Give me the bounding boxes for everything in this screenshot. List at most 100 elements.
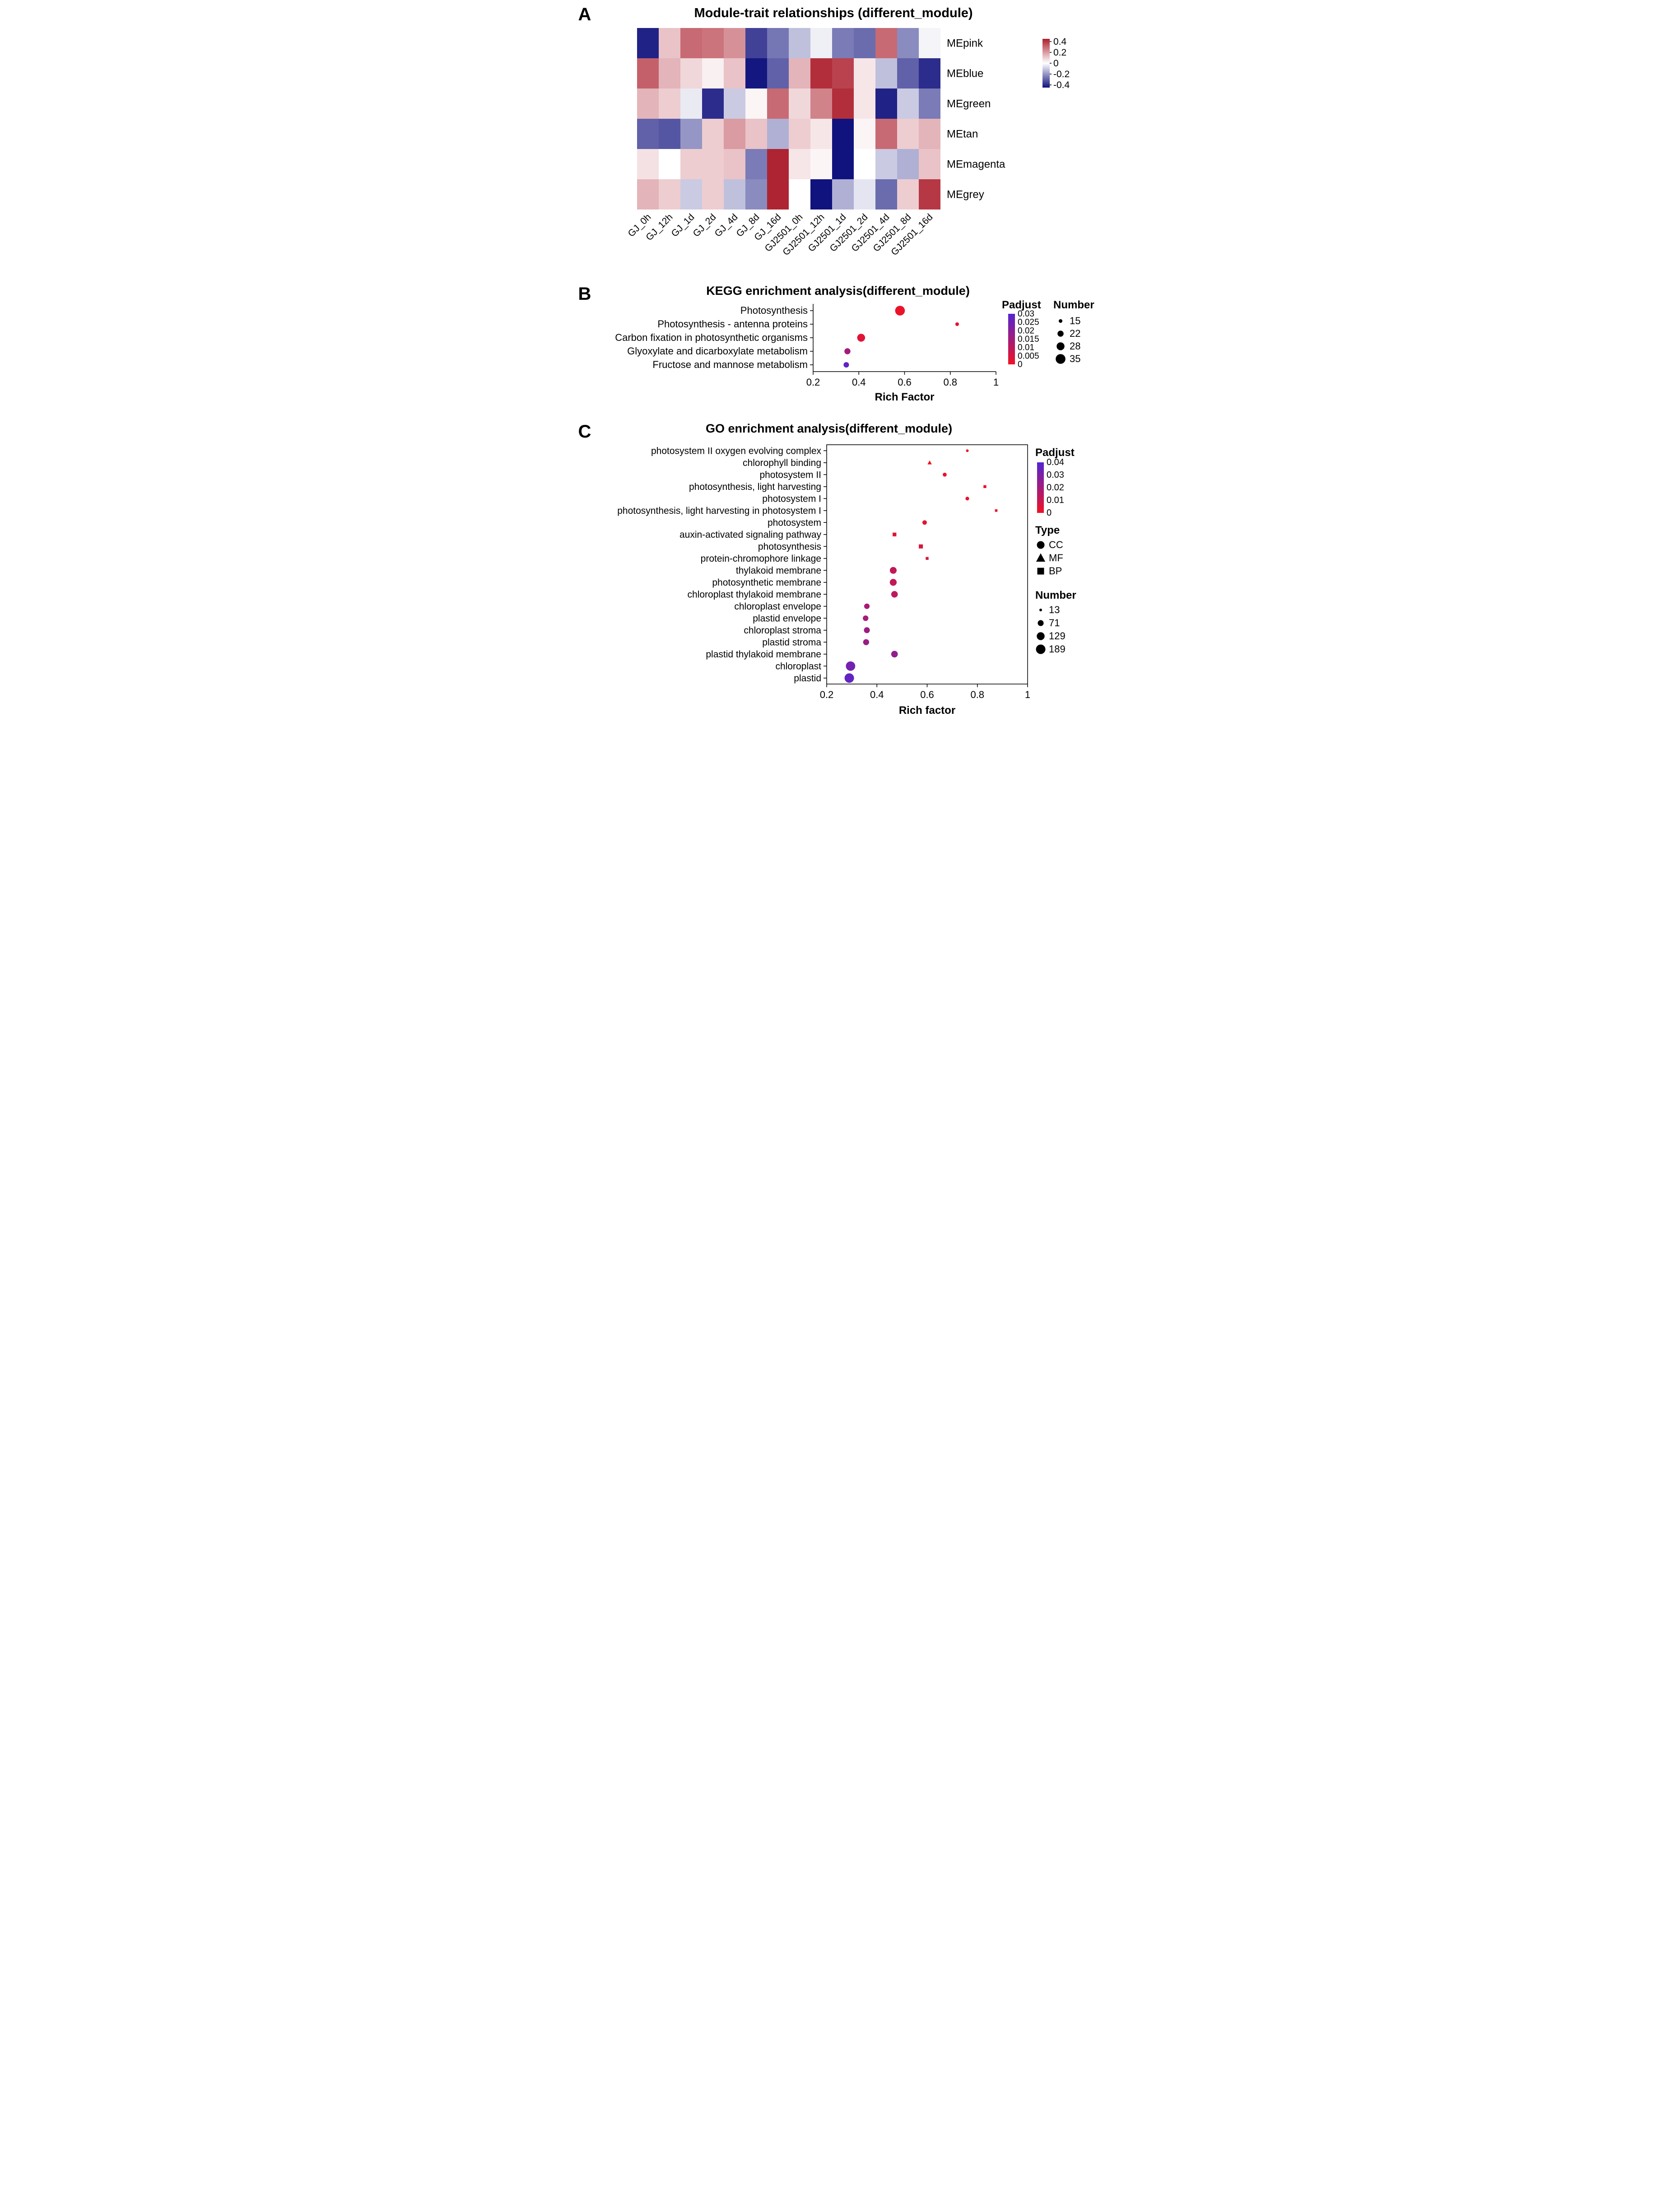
- padjust-colorbar: [1037, 462, 1044, 513]
- number-legend-label: 13: [1049, 604, 1060, 615]
- heatmap-cell: [658, 58, 680, 88]
- heatmap-cell: [745, 119, 767, 149]
- heatmap-cell: [723, 58, 745, 88]
- number-legend-label: 22: [1070, 328, 1080, 339]
- x-tick-label: 0.4: [852, 377, 866, 388]
- go-category-label: photosystem II oxygen evolving complex: [651, 446, 821, 456]
- panel-module-trait-heatmap: A Module-trait relationships (different_…: [569, 0, 1111, 282]
- x-axis-title: Rich Factor: [875, 391, 934, 403]
- heatmap-cell: [897, 119, 919, 149]
- figure: A Module-trait relationships (different_…: [569, 0, 1111, 722]
- go-point: [889, 579, 897, 586]
- heatmap-cell: [680, 58, 702, 88]
- colorbar-tick-label: 0.4: [1053, 37, 1067, 47]
- go-point: [889, 567, 897, 574]
- number-legend-label: 129: [1049, 630, 1066, 642]
- heatmap-cell: [897, 28, 919, 58]
- number-legend-title: Number: [1053, 299, 1094, 311]
- padjust-tick-label: 0.01: [1047, 495, 1064, 505]
- heatmap-cell: [810, 28, 832, 58]
- heatmap-cell: [875, 28, 897, 58]
- x-tick-label: 0.6: [920, 689, 934, 700]
- go-point: [863, 639, 869, 645]
- heatmap-cell: [897, 149, 919, 179]
- x-tick-label: 0.6: [898, 377, 912, 388]
- heatmap-cell: [637, 88, 659, 119]
- heatmap-cell: [788, 58, 810, 88]
- type-legend-label: MF: [1049, 552, 1063, 563]
- number-legend-dot: [1055, 354, 1066, 364]
- heatmap-cell: [767, 88, 789, 119]
- heatmap-cell: [788, 119, 810, 149]
- heatmap-cell: [810, 88, 832, 119]
- kegg-category-label: Glyoxylate and dicarboxylate metabolism: [627, 345, 808, 357]
- padjust-tick-label: 0.04: [1047, 457, 1064, 467]
- heatmap-title: Module-trait relationships (different_mo…: [694, 6, 973, 20]
- heatmap-cell: [702, 28, 724, 58]
- number-legend-label: 28: [1070, 340, 1080, 352]
- go-category-label: plastid thylakoid membrane: [706, 649, 821, 660]
- heatmap-cell: [853, 119, 875, 149]
- go-point: [966, 449, 968, 452]
- kegg-point: [895, 306, 905, 316]
- heatmap-row-label: MEmagenta: [947, 158, 1005, 171]
- heatmap-cell: [658, 28, 680, 58]
- go-point: [918, 544, 923, 549]
- kegg-point: [857, 334, 865, 342]
- heatmap-cell: [832, 28, 854, 58]
- heatmap-cell: [680, 149, 702, 179]
- heatmap-cell: [810, 179, 832, 209]
- heatmap-cell: [658, 149, 680, 179]
- heatmap-cell: [767, 28, 789, 58]
- heatmap-cell: [767, 119, 789, 149]
- heatmap-cell: [658, 119, 680, 149]
- number-legend-dot: [1058, 319, 1062, 323]
- number-legend-dot: [1036, 632, 1045, 640]
- panel-kegg-enrichment: B KEGG enrichment analysis(different_mod…: [569, 282, 1111, 420]
- go-point: [844, 673, 854, 683]
- heatmap-cell: [918, 149, 940, 179]
- heatmap-cell: [832, 88, 854, 119]
- heatmap-cell: [767, 179, 789, 209]
- number-legend-dot: [1037, 620, 1044, 626]
- heatmap-cell: [723, 119, 745, 149]
- heatmap-cell: [723, 88, 745, 119]
- go-category-label: photosynthesis: [758, 541, 821, 552]
- go-category-label: photosystem I: [762, 493, 821, 504]
- go-point: [891, 651, 898, 658]
- heatmap-cell: [918, 88, 940, 119]
- heatmap-cell: [658, 179, 680, 209]
- heatmap-cell: [702, 149, 724, 179]
- plot-border: [826, 444, 1028, 684]
- heatmap-cell: [832, 119, 854, 149]
- heatmap-cell: [680, 88, 702, 119]
- heatmap-cell: [832, 179, 854, 209]
- go-point: [995, 509, 997, 512]
- padjust-legend-title: Padjust: [1035, 447, 1075, 459]
- x-tick-label: 0.2: [819, 689, 833, 700]
- heatmap-cell: [658, 88, 680, 119]
- padjust-tick-label: 0: [1018, 360, 1023, 369]
- heatmap-cell: [832, 58, 854, 88]
- heatmap-cell: [680, 28, 702, 58]
- heatmap-cell: [918, 119, 940, 149]
- heatmap-cell: [723, 179, 745, 209]
- go-point: [845, 661, 855, 671]
- go-category-label: plastid stroma: [762, 637, 821, 647]
- heatmap-cell: [918, 28, 940, 58]
- heatmap-cell: [745, 58, 767, 88]
- go-point: [862, 615, 868, 621]
- go-category-label: chloroplast stroma: [744, 625, 821, 636]
- go-category-label: auxin-activated signaling pathway: [679, 530, 821, 540]
- heatmap-cell: [680, 179, 702, 209]
- heatmap-col-label: GJ_4d: [712, 212, 740, 239]
- type-legend-circle-icon: [1037, 541, 1044, 549]
- padjust-tick-label: 0.01: [1018, 343, 1034, 353]
- heatmap-cell: [702, 88, 724, 119]
- heatmap-cell: [702, 179, 724, 209]
- heatmap-cell: [875, 179, 897, 209]
- go-point: [892, 532, 896, 536]
- heatmap-cell: [788, 88, 810, 119]
- go-category-label: thylakoid membrane: [735, 565, 821, 576]
- go-category-label: photosystem: [767, 517, 821, 528]
